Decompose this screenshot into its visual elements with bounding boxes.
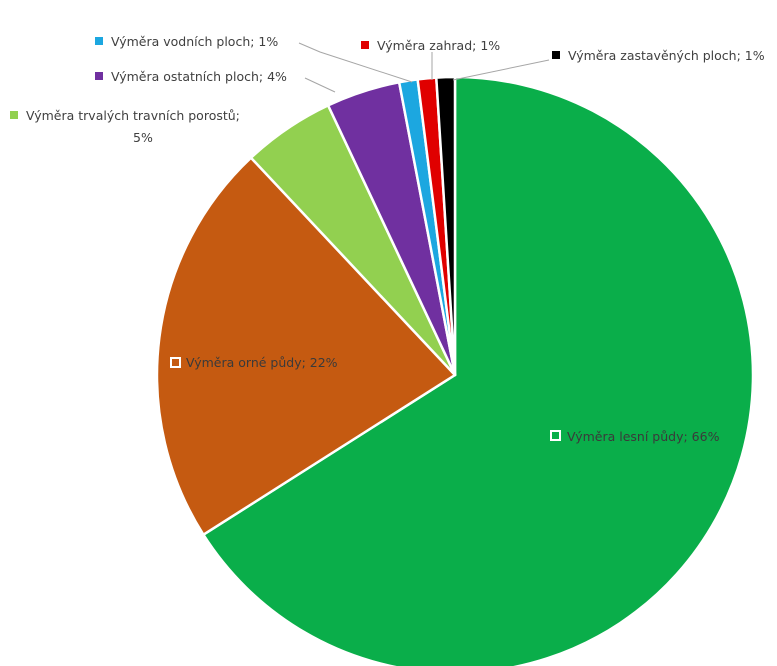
legend-marker-lesni	[550, 430, 561, 441]
pie-slice-0	[202, 75, 755, 666]
legend-marker-ostatnich	[95, 72, 103, 80]
legend-marker-vodni	[95, 37, 103, 45]
leader-lines	[298, 42, 550, 93]
pie-slice-6	[435, 75, 457, 377]
label-zastavenych: Výměra zastavěných ploch; 1%	[552, 48, 765, 63]
label-zahrad: Výměra zahrad; 1%	[361, 38, 500, 53]
label-trvalych: Výměra trvalých travních porostů; 5%	[10, 108, 240, 145]
legend-marker-zastavenych	[552, 51, 560, 59]
label-vodni-text: Výměra vodních ploch; 1%	[111, 34, 278, 49]
label-vodni: Výměra vodních ploch; 1%	[95, 34, 278, 49]
label-ostatnich: Výměra ostatních ploch; 4%	[95, 69, 287, 84]
label-trvalych-text-line1: Výměra trvalých travních porostů;	[26, 108, 240, 123]
leader-line-ostatnich	[304, 77, 336, 93]
legend-marker-zahrad	[361, 41, 369, 49]
leader-line-zastavenych	[452, 59, 550, 81]
label-lesni-text: Výměra lesní půdy; 66%	[567, 429, 720, 444]
label-orna: Výměra orné půdy; 22%	[170, 355, 338, 370]
leader-line-vodni	[298, 42, 413, 83]
label-zahrad-text: Výměra zahrad; 1%	[377, 38, 500, 53]
legend-marker-trvalych	[10, 111, 18, 119]
label-zastavenych-text: Výměra zastavěných ploch; 1%	[568, 48, 765, 63]
label-trvalych-text-line2: 5%	[133, 130, 153, 145]
legend-marker-orna	[170, 357, 181, 368]
label-ostatnich-text: Výměra ostatních ploch; 4%	[111, 69, 287, 84]
pie-slice-1	[155, 156, 457, 536]
label-orna-text: Výměra orné půdy; 22%	[186, 355, 338, 370]
pie-slices	[155, 75, 755, 666]
label-lesni: Výměra lesní půdy; 66%	[550, 429, 720, 444]
